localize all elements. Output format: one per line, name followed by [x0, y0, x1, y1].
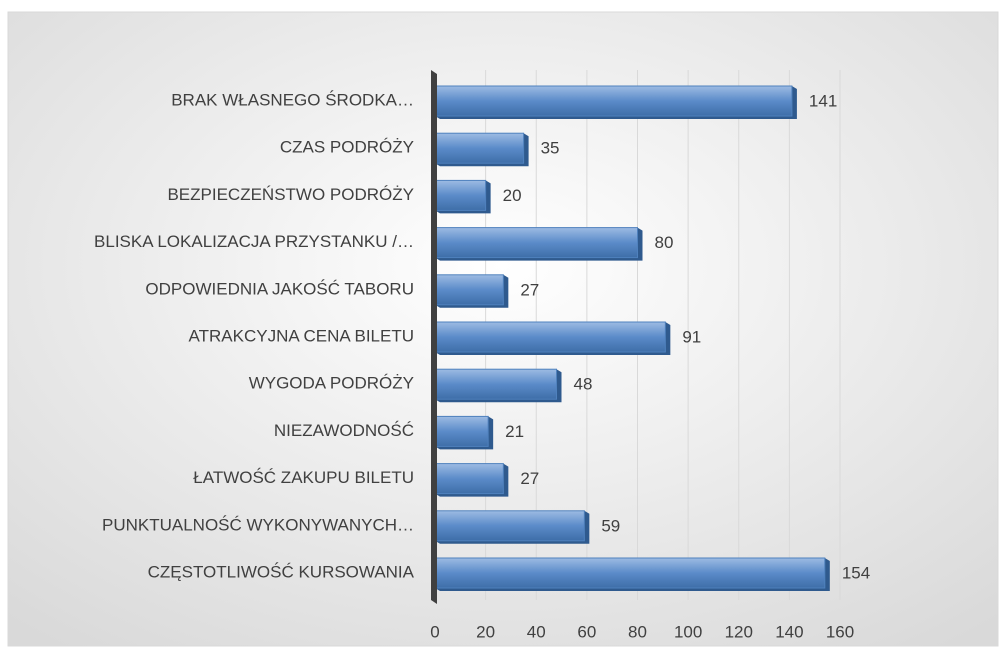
bar	[434, 321, 666, 353]
data-label: 80	[655, 233, 674, 252]
x-tick-label: 60	[577, 622, 596, 641]
data-label: 48	[574, 375, 593, 394]
bar	[434, 227, 638, 259]
data-label: 59	[601, 516, 620, 535]
y-tick-label: ATRAKCYJNA CENA BILETU	[189, 326, 414, 345]
axis-line	[431, 70, 437, 604]
bar	[434, 85, 793, 117]
x-tick-label: 160	[826, 622, 854, 641]
x-tick-label: 140	[775, 622, 803, 641]
y-tick-label: PUNKTUALNOŚĆ WYKONYWANYCH…	[102, 515, 414, 534]
bar	[434, 463, 504, 495]
y-tick-label: BEZPIECZEŃSTWO PODRÓŻY	[167, 185, 414, 204]
data-label: 35	[541, 139, 560, 158]
bar	[434, 368, 557, 400]
y-tick-label: WYGODA PODRÓŻY	[249, 374, 414, 393]
y-tick-label: ODPOWIEDNIA JAKOŚĆ TABORU	[145, 279, 414, 298]
x-tick-label: 0	[430, 622, 439, 641]
y-tick-label: BRAK WŁASNEGO ŚRODKA…	[171, 90, 414, 109]
x-tick-label: 20	[476, 622, 495, 641]
x-tick-label: 40	[527, 622, 546, 641]
data-label: 91	[682, 327, 701, 346]
data-label: 27	[520, 280, 539, 299]
bar	[434, 510, 585, 542]
y-tick-label: NIEZAWODNOŚĆ	[274, 421, 414, 440]
y-tick-label: BLISKA LOKALIZACJA PRZYSTANKU /…	[94, 232, 414, 251]
bar	[434, 132, 525, 164]
bar	[434, 274, 504, 306]
y-tick-label: CZĘSTOTLIWOŚĆ KURSOWANIA	[148, 562, 415, 581]
y-tick-label: ŁATWOŚĆ ZAKUPU BILETU	[193, 468, 414, 487]
bar	[434, 557, 826, 589]
y-tick-label: CZAS PODRÓŻY	[280, 138, 414, 157]
x-tick-label: 120	[725, 622, 753, 641]
bar	[434, 179, 487, 211]
data-label: 21	[505, 422, 524, 441]
bar	[434, 415, 489, 447]
data-label: 141	[809, 91, 837, 110]
x-tick-label: 80	[628, 622, 647, 641]
data-label: 27	[520, 469, 539, 488]
x-tick-label: 100	[674, 622, 702, 641]
data-label: 154	[842, 563, 870, 582]
data-label: 20	[503, 186, 522, 205]
